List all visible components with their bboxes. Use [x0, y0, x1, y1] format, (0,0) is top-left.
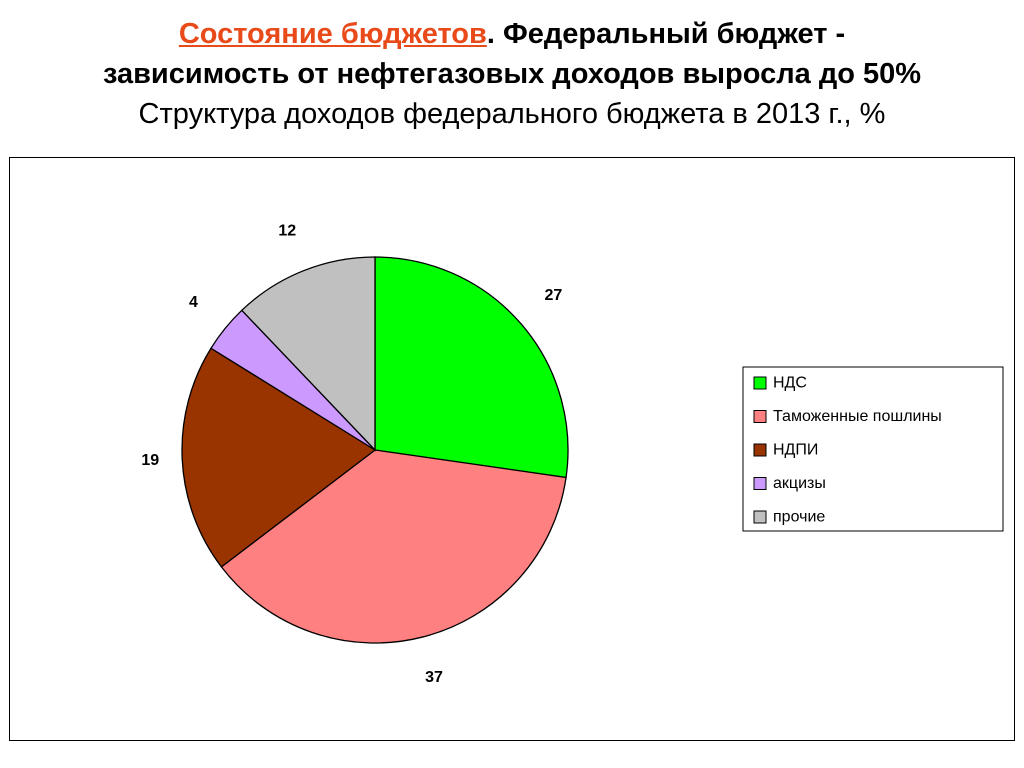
data-label-4: 4 [189, 294, 198, 311]
legend-label-5: прочие [773, 509, 825, 526]
data-label-1: 27 [545, 287, 563, 304]
chart-legend: НДС Таможенные пошлины НДПИ акцизы прочие [742, 366, 1004, 532]
legend-swatch-1 [753, 376, 767, 390]
page-title: Состояние бюджетов. Федеральный бюджет - [0, 14, 1024, 54]
data-label-2: 37 [425, 669, 443, 686]
legend-swatch-5 [753, 510, 767, 524]
legend-label-2: Таможенные пошлины [773, 408, 942, 425]
legend-swatch-3 [753, 443, 767, 457]
legend-label-1: НДС [773, 375, 807, 392]
pie-slice-3 [181, 347, 377, 568]
data-label-5: 12 [278, 222, 296, 239]
page-subtitle: Структура доходов федерального бюджета в… [138, 98, 886, 130]
legend-frame [742, 366, 1004, 532]
legend-label-3: НДПИ [773, 442, 818, 459]
chart-frame: 27 37 19 4 12 НДС Таможенные пошлины НДПИ акциз… [9, 157, 1015, 741]
pie-chart: 27 37 19 4 12 НДС Таможенные пошлины НДПИ акциз… [141, 222, 1004, 686]
legend-label-4: акцизы [773, 475, 826, 492]
data-label-3: 19 [141, 452, 159, 469]
pie-slice-2 [220, 449, 567, 644]
title-rest: . Федеральный бюджет - [486, 18, 846, 50]
legend-swatch-4 [753, 477, 767, 490]
pie-slice-5 [240, 256, 376, 452]
title-block: Состояние бюджетов. Федеральный бюджет -… [0, 14, 1024, 134]
legend-swatch-2 [753, 410, 767, 423]
pie-slices [181, 256, 569, 644]
title-link[interactable]: Состояние бюджетов [178, 18, 487, 50]
page-title-line2: зависимость от нефтегазовых доходов выро… [102, 58, 922, 90]
pie-data-labels: 27 37 19 4 12 [141, 222, 562, 686]
pie-slice-1 [374, 256, 569, 479]
